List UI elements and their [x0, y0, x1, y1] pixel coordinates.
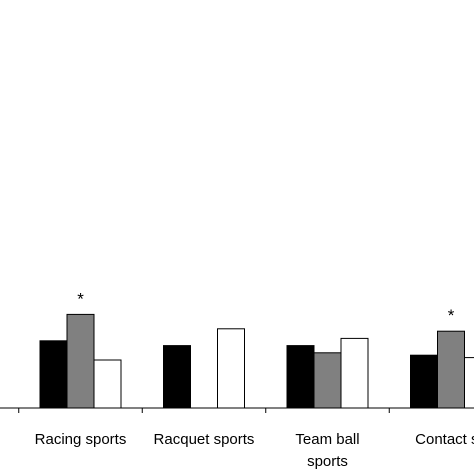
category-label: sports [307, 453, 348, 470]
x-axis [0, 407, 474, 413]
category-label: Racquet sports [154, 431, 255, 448]
bar [410, 354, 438, 409]
bar [66, 313, 95, 409]
category-label: Racing sports [35, 431, 127, 448]
significance-markers: ** [77, 289, 455, 325]
bar [464, 357, 474, 409]
bar [286, 345, 315, 409]
bar [93, 359, 122, 409]
bar [437, 330, 465, 409]
bar [217, 328, 245, 409]
bar [340, 337, 369, 409]
category-label: Team ball [295, 431, 359, 448]
bar [313, 352, 342, 409]
bar [163, 345, 191, 409]
significance-star: * [77, 289, 84, 308]
significance-star: * [448, 306, 455, 325]
bar [39, 340, 68, 409]
category-label: Contact sp [415, 431, 474, 448]
bars-group [39, 313, 474, 409]
x-axis-ticks [18, 408, 390, 413]
